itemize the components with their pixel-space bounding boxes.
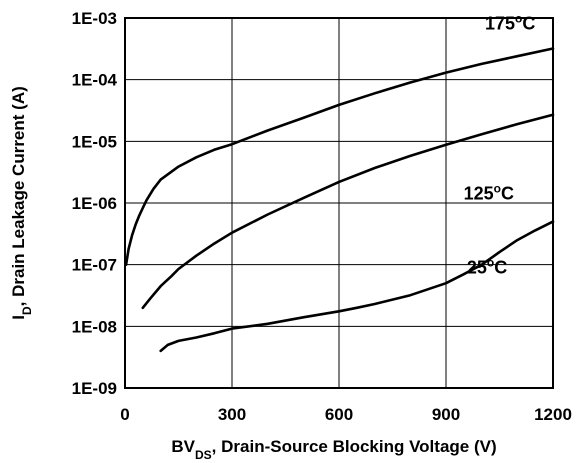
series-line-25c — [159, 220, 555, 353]
series-line-125c — [141, 113, 555, 310]
series-line-175c — [124, 47, 555, 266]
y-tick-label: 1E-08 — [72, 317, 117, 336]
y-tick-label: 1E-09 — [72, 379, 117, 398]
y-tick-label: 1E-07 — [72, 256, 117, 275]
x-tick-label: 600 — [325, 405, 353, 424]
y-axis-title-suffix: , Drain Leakage Current (A) — [9, 86, 28, 306]
y-tick-labels: 1E-09 1E-08 1E-07 1E-06 1E-05 1E-04 1E-03 — [72, 9, 118, 398]
curve-layer — [124, 47, 555, 353]
plot-frame — [124, 17, 554, 389]
series-label-125c: 125oC — [464, 181, 514, 203]
grid-layer — [125, 18, 553, 388]
series-labels: 175oC 125oC 25oC — [464, 12, 536, 278]
x-tick-label: 0 — [120, 405, 129, 424]
x-tick-labels: 0 300 600 900 1200 — [120, 405, 572, 424]
series-label-25c: 25oC — [467, 255, 507, 277]
x-axis-title-suffix: , Drain-Source Blocking Voltage (V) — [212, 437, 497, 456]
y-tick-label: 1E-05 — [72, 132, 117, 151]
y-axis-title: ID, Drain Leakage Current (A) — [9, 86, 34, 320]
x-tick-label: 900 — [432, 405, 460, 424]
y-axis-title-subscript: D — [20, 306, 34, 315]
y-tick-label: 1E-04 — [72, 71, 118, 90]
x-tick-label: 1200 — [534, 405, 572, 424]
y-axis-title-prefix: I — [9, 315, 28, 320]
y-tick-label: 1E-06 — [72, 194, 117, 213]
series-label-175c: 175oC — [485, 12, 535, 34]
x-tick-label: 300 — [218, 405, 246, 424]
x-axis-title-subscript: DS — [195, 448, 212, 462]
y-tick-label: 1E-03 — [72, 9, 117, 28]
x-axis-title: BVDS, Drain-Source Blocking Voltage (V) — [171, 437, 496, 462]
x-axis-title-prefix: BV — [171, 437, 195, 456]
